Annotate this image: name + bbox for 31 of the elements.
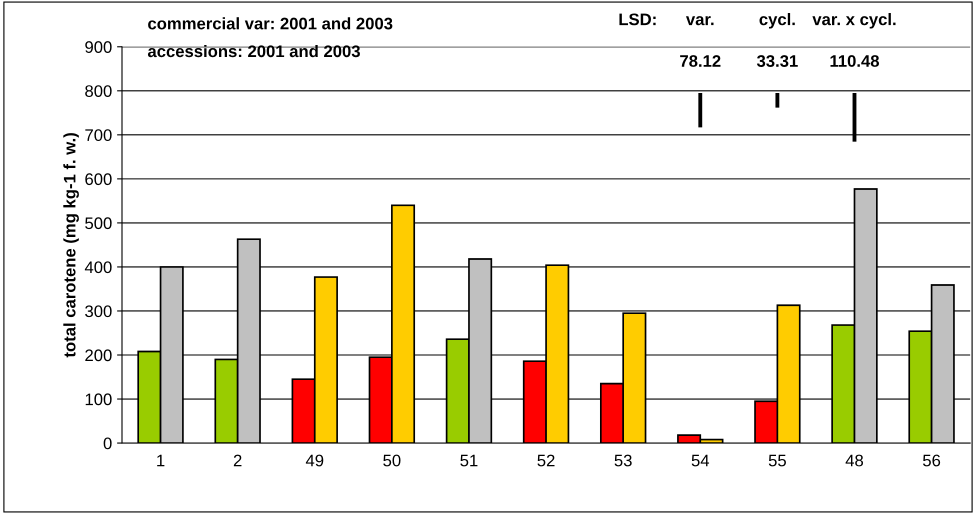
y-tick-label: 400 [84, 261, 112, 274]
annotation: 33.31 [756, 55, 798, 67]
text: var. x cycl. [812, 13, 896, 29]
x-tick-label: 48 [846, 454, 864, 466]
annotation: 78.12 [680, 55, 720, 67]
x-tick-label: 51 [460, 454, 478, 466]
x-tick-label: 50 [383, 454, 400, 466]
x-tick-label: 55 [768, 454, 786, 466]
y-tick-label: 200 [85, 349, 112, 362]
text: commercial var: 2001 and 2003 [148, 17, 392, 30]
text: var. [686, 16, 714, 26]
y-tick-label: 900 [85, 41, 112, 53]
y-axis-title: total carotene (mg kg-1 f. w.) [63, 133, 79, 358]
y-tick-label: 800 [85, 85, 112, 98]
x-tick-label: 52 [537, 454, 555, 466]
x-tick-label: 2 [234, 454, 242, 466]
y-tick-label: 100 [86, 393, 112, 406]
x-tick-label: 49 [306, 454, 324, 466]
annotation: 110.48 [830, 55, 880, 67]
y-tick-label: 700 [85, 129, 112, 142]
x-tick-label: 56 [922, 454, 940, 466]
x-tick-label: 1 [157, 454, 164, 466]
x-tick-label: 53 [614, 454, 632, 466]
text: LSD: [619, 13, 656, 26]
x-tick-label: 54 [692, 454, 710, 466]
y-tick-label: 0 [104, 437, 112, 450]
annotation: accessions: 2001 and 2003 [148, 44, 360, 58]
text: cycl. [760, 13, 795, 29]
y-tick-label: 600 [85, 173, 112, 186]
y-tick-label: 500 [85, 217, 112, 230]
y-tick-label: 300 [85, 305, 112, 318]
